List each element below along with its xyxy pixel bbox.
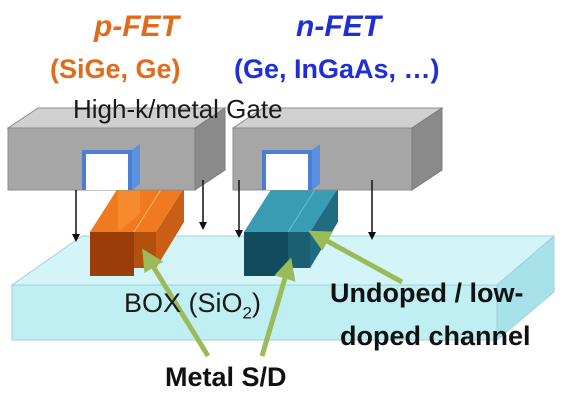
box-label-suffix: ) bbox=[252, 288, 261, 318]
pointer-arrows bbox=[142, 230, 404, 358]
gate-label: High-k/metal Gate bbox=[73, 94, 283, 124]
box-label-prefix: BOX (SiO bbox=[124, 288, 243, 318]
nfet-materials: (Ge, InGaAs, …) bbox=[234, 54, 440, 84]
assembly-arrows bbox=[72, 180, 376, 242]
metal-sd-label: Metal S/D bbox=[165, 362, 287, 392]
gate-left bbox=[6, 107, 227, 191]
nfet-title: n-FET bbox=[296, 10, 381, 43]
channel-label-line2: doped channel bbox=[340, 321, 531, 351]
pfet-materials: (SiGe, Ge) bbox=[50, 54, 181, 84]
sd-pointer-left bbox=[142, 248, 211, 358]
channel-label-line1: Undoped / low- bbox=[330, 278, 524, 308]
pfet-title: p-FET bbox=[94, 10, 179, 43]
gate-right bbox=[231, 107, 444, 191]
sd-pointer-right bbox=[259, 257, 296, 357]
box-label-subscript: 2 bbox=[242, 303, 252, 323]
box-label: BOX (SiO2) bbox=[124, 288, 261, 323]
channel-pointer bbox=[308, 230, 404, 285]
